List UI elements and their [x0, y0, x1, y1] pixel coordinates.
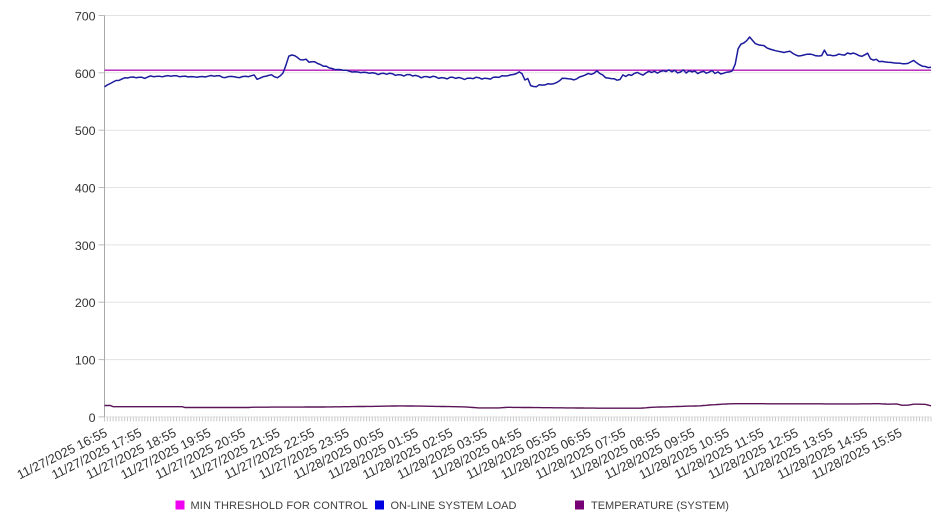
- svg-text:700: 700: [75, 10, 96, 24]
- svg-text:600: 600: [75, 67, 96, 81]
- svg-text:400: 400: [75, 182, 96, 196]
- svg-text:TEMPERATURE (SYSTEM): TEMPERATURE (SYSTEM): [591, 500, 729, 512]
- svg-text:100: 100: [75, 354, 96, 368]
- svg-text:ON-LINE SYSTEM LOAD: ON-LINE SYSTEM LOAD: [391, 500, 517, 512]
- svg-text:MIN THRESHOLD FOR CONTROL: MIN THRESHOLD FOR CONTROL: [191, 500, 368, 512]
- svg-text:200: 200: [75, 296, 96, 310]
- svg-text:0: 0: [89, 411, 96, 425]
- svg-text:300: 300: [75, 239, 96, 253]
- svg-text:500: 500: [75, 124, 96, 138]
